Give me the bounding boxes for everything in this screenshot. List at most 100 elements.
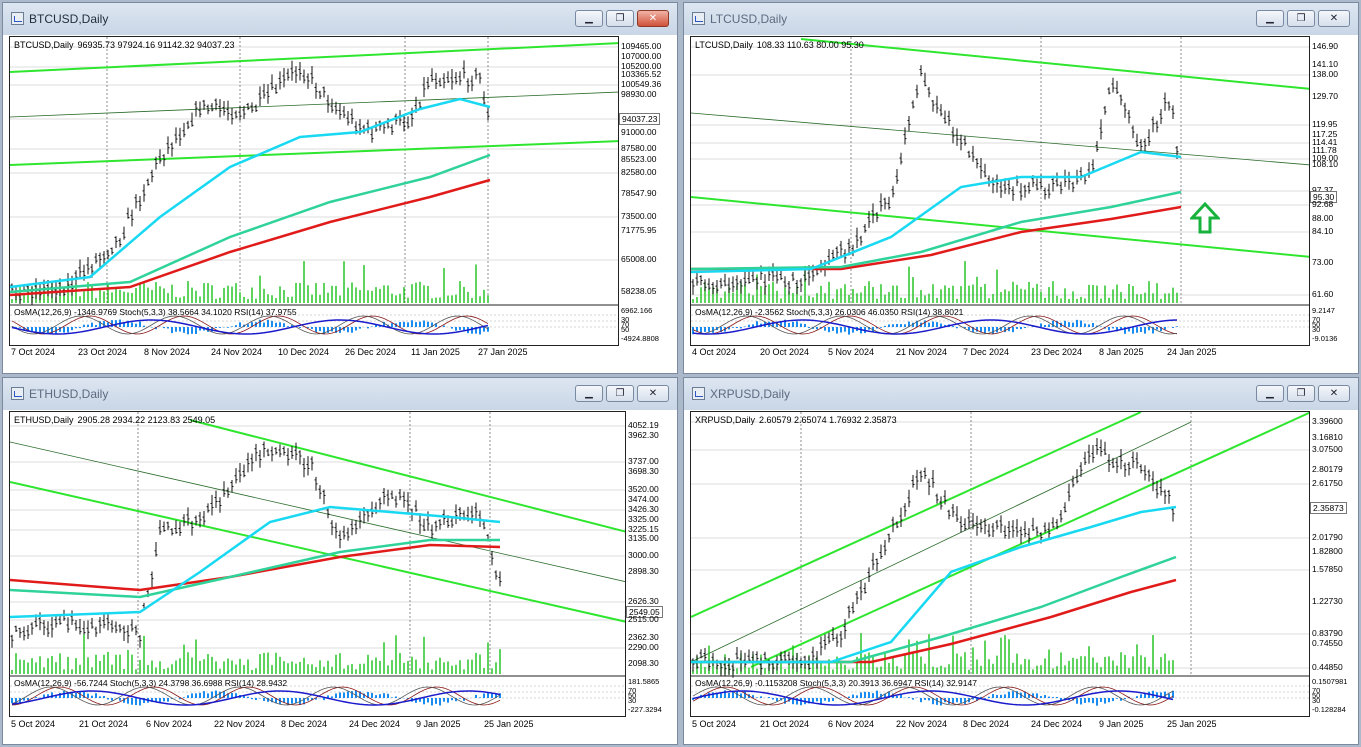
oscillator-scale-label: 50 <box>621 325 630 334</box>
price-chart[interactable]: XRPUSD,Daily 2.60579 2.65074 1.76932 2.35… <box>690 411 1310 717</box>
close-icon[interactable]: ✕ <box>1318 10 1350 27</box>
restore-icon[interactable]: ❐ <box>1287 385 1315 402</box>
window-titlebar[interactable]: BTCUSD,Daily ▁ ❐ ✕ <box>3 3 677 35</box>
oscillator-scale-label: 181.5865 <box>628 677 660 686</box>
date-label: 5 Nov 2024 <box>828 347 875 357</box>
oscillator-scale-label: -0.128284 <box>1312 705 1346 714</box>
date-label: 21 Oct 2024 <box>79 719 129 729</box>
price-label: 3698.30 <box>628 466 659 476</box>
price-scale: 3.39600 3.16810 3.07500 2.80179 2.61750 2.358… <box>1310 411 1358 717</box>
oscillator-scale-label: 9.2147 <box>1312 306 1335 315</box>
minimize-icon[interactable]: ▁ <box>1256 385 1284 402</box>
moving-average-mid <box>691 555 1177 664</box>
minimize-icon[interactable]: ▁ <box>1256 10 1284 27</box>
restore-icon[interactable]: ❐ <box>1287 10 1315 27</box>
chart-window-ltcusd[interactable]: LTCUSD,Daily ▁ ❐ ✕ LTCUSD,Daily 108.33 11… <box>683 2 1359 374</box>
price-label: 88.00 <box>1312 213 1334 223</box>
chart-info: BTCUSD,Daily 96935.73 97924.16 91142.32 9… <box>14 40 235 50</box>
window-title: BTCUSD,Daily <box>29 12 109 26</box>
date-label: 25 Jan 2025 <box>484 719 534 729</box>
price-label: 2.80179 <box>1312 464 1343 474</box>
date-label: 20 Oct 2024 <box>760 347 810 357</box>
oscillator-scale-label: 30 <box>1312 325 1321 334</box>
close-icon[interactable]: ✕ <box>1318 385 1350 402</box>
chart-canvas <box>10 37 618 335</box>
date-label: 24 Jan 2025 <box>1167 347 1217 357</box>
chart-canvas <box>10 412 625 706</box>
date-label: 6 Nov 2024 <box>146 719 193 729</box>
date-label: 7 Dec 2024 <box>963 347 1010 357</box>
price-scale: 146.90 141.10 138.00 129.70 119.95 117.25 114.… <box>1310 36 1358 346</box>
price-label: 129.70 <box>1312 91 1338 101</box>
window-titlebar[interactable]: LTCUSD,Daily ▁ ❐ ✕ <box>684 3 1358 35</box>
oscillator-info: OsMA(12,26,9) -1346.9769 Stoch(5,3,3) 38… <box>14 307 297 317</box>
chart-window-ethusd[interactable]: ETHUSD,Daily ▁ ❐ ✕ ETHUSD,Daily 2905.28 2… <box>2 377 678 745</box>
close-icon[interactable]: ✕ <box>637 385 669 402</box>
oscillator-scale-label: 0.1507981 <box>1312 677 1348 686</box>
price-chart[interactable]: BTCUSD,Daily 96935.73 97924.16 91142.32 9… <box>9 36 619 346</box>
price-label: 1.82800 <box>1312 546 1343 556</box>
trend-line <box>189 419 625 533</box>
chart-canvas <box>691 412 1309 706</box>
window-titlebar[interactable]: XRPUSD,Daily ▁ ❐ ✕ <box>684 378 1358 410</box>
price-chart[interactable]: ETHUSD,Daily 2905.28 2934.22 2123.83 2549… <box>9 411 626 717</box>
price-label: 107000.00 <box>621 51 662 61</box>
date-label: 27 Jan 2025 <box>478 347 528 357</box>
price-label: 100549.36 <box>621 79 662 89</box>
price-label: 73.00 <box>1312 257 1334 267</box>
price-label: 0.83790 <box>1312 628 1343 638</box>
window-title: ETHUSD,Daily <box>29 387 109 401</box>
oscillator-scale-label: -227.3294 <box>628 705 662 714</box>
price-label: 2515.00 <box>628 614 659 624</box>
minimize-icon[interactable]: ▁ <box>575 385 603 402</box>
price-label: 3225.15 <box>628 524 659 534</box>
chart-info: LTCUSD,Daily 108.33 110.63 80.00 95.30 <box>695 40 864 50</box>
moving-average-mid <box>10 153 491 294</box>
chart-canvas <box>691 37 1309 335</box>
trend-line <box>750 412 1309 668</box>
price-label: 2.01790 <box>1312 532 1343 542</box>
trend-line <box>691 112 1309 166</box>
trend-line <box>800 38 1309 90</box>
price-label: 1.22730 <box>1312 596 1343 606</box>
price-scale: 4052.19 3962.30 3737.00 3698.30 3520.00 3474.… <box>626 411 677 717</box>
oscillator-scale-label: 30 <box>621 315 630 324</box>
price-label: 71775.95 <box>621 225 657 235</box>
price-label: 3.39600 <box>1312 416 1343 426</box>
price-label: 109.00 <box>1312 153 1338 163</box>
trend-line <box>691 421 1192 663</box>
moving-average-slow <box>10 543 501 592</box>
minimize-icon[interactable]: ▁ <box>575 10 603 27</box>
price-label: 2098.30 <box>628 658 659 668</box>
date-label: 7 Oct 2024 <box>11 347 56 357</box>
window-title: LTCUSD,Daily <box>710 12 788 26</box>
oscillator-scale-label: 50 <box>628 691 637 700</box>
date-scale: 5 Oct 2024 21 Oct 2024 6 Nov 2024 22 Nov 20… <box>9 719 626 733</box>
close-icon[interactable]: ✕ <box>637 10 669 27</box>
date-label: 22 Nov 2024 <box>896 719 948 729</box>
price-label: 109465.00 <box>621 41 662 51</box>
oscillator-scale-label: 70 <box>621 320 630 329</box>
stochastic-signal-line <box>11 686 501 706</box>
price-label: 3962.30 <box>628 430 659 440</box>
price-label: 95.30 <box>1310 191 1338 203</box>
price-label: 2290.00 <box>628 642 659 652</box>
date-label: 8 Jan 2025 <box>1099 347 1144 357</box>
price-label: 146.90 <box>1312 41 1338 51</box>
date-label: 4 Oct 2024 <box>692 347 737 357</box>
price-label: 85523.00 <box>621 154 657 164</box>
chart-window-btcusd[interactable]: BTCUSD,Daily ▁ ❐ ✕ BTCUSD,Daily 96935.73 … <box>2 2 678 374</box>
price-label: 65008.00 <box>621 254 657 264</box>
chart-window-xrpusd[interactable]: XRPUSD,Daily ▁ ❐ ✕ XRPUSD,Daily 2.60579 2… <box>683 377 1359 745</box>
price-label: 97.37 <box>1312 185 1334 195</box>
date-label: 6 Nov 2024 <box>828 719 875 729</box>
window-titlebar[interactable]: ETHUSD,Daily ▁ ❐ ✕ <box>3 378 677 410</box>
price-label: 73500.00 <box>621 211 657 221</box>
date-label: 22 Nov 2024 <box>214 719 266 729</box>
price-chart[interactable]: LTCUSD,Daily 108.33 110.63 80.00 95.30 Os… <box>690 36 1310 346</box>
price-label: 78547.90 <box>621 188 657 198</box>
restore-icon[interactable]: ❐ <box>606 10 634 27</box>
restore-icon[interactable]: ❐ <box>606 385 634 402</box>
oscillator-scale-label: 70 <box>628 686 637 695</box>
trend-line <box>10 42 618 73</box>
